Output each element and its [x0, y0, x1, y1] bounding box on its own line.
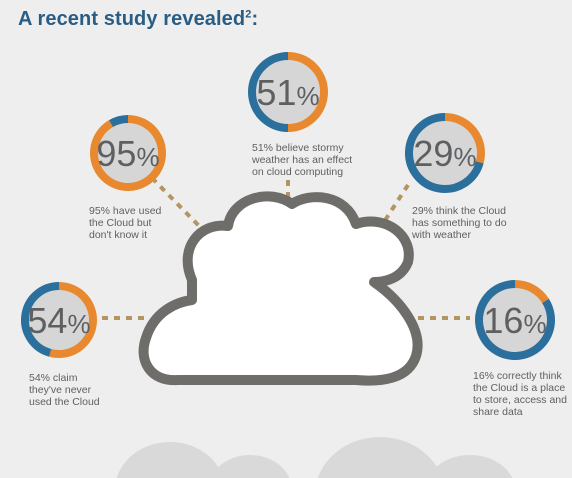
central-cloud [138, 191, 423, 386]
caption-line: with weather [412, 229, 471, 241]
caption-line: don't know it [89, 229, 148, 241]
caption-95: 95% have used the Cloud but don't know i… [89, 205, 161, 241]
stat-value-54: 54% [27, 300, 90, 341]
caption-line: 29% think the Cloud [412, 205, 506, 217]
caption-line: share data [473, 406, 523, 418]
caption-16: 16% correctly think the Cloud is a place… [473, 370, 567, 418]
stat-ring-orange [49, 282, 97, 358]
stat-circle-54: 54% [21, 282, 97, 358]
stat-ring-orange [444, 113, 485, 164]
caption-line: they've never [29, 384, 92, 396]
stat-ring-orange [287, 52, 328, 132]
stat-ring-blue [21, 282, 60, 357]
connector-29 [378, 183, 410, 230]
stat-value-51: 51% [256, 72, 319, 113]
page-title: A recent study revealed2: [18, 8, 258, 31]
stat-circle-fill [25, 286, 93, 354]
caption-line: the Cloud is a place [473, 382, 566, 394]
title-footnote-mark: 2 [245, 8, 252, 21]
stat-ring-blue [475, 280, 555, 360]
caption-line: has something to do [412, 217, 507, 229]
stat-circle-fill [479, 284, 551, 356]
caption-line: used the Cloud [29, 396, 100, 408]
caption-29: 29% think the Cloud has something to do … [412, 205, 507, 241]
caption-line: the Cloud but [89, 217, 152, 229]
caption-line: 54% claim [29, 372, 78, 384]
stat-ring-orange [90, 115, 166, 191]
caption-line: to store, access and [473, 394, 567, 406]
caption-line: 16% correctly think [473, 370, 562, 382]
stat-circle-16: 16% [475, 280, 555, 360]
background-clouds [116, 437, 513, 478]
title-colon: : [251, 8, 259, 30]
stat-circle-51: 51% [248, 52, 328, 132]
stat-value-95: 95% [96, 133, 159, 174]
caption-51: 51% believe stormy weather has an effect… [252, 142, 352, 178]
caption-line: 95% have used [89, 205, 162, 217]
stat-ring-blue [248, 52, 289, 132]
caption-line: 51% believe stormy [252, 142, 344, 154]
caption-54: 54% claim they've never used the Cloud [29, 372, 100, 408]
stat-circle-29: 29% [405, 113, 485, 193]
stat-ring-blue [109, 115, 129, 128]
stat-circle-95: 95% [90, 115, 166, 191]
stat-circle-fill [94, 119, 162, 187]
caption-line: on cloud computing [252, 166, 344, 178]
stat-circle-fill [252, 56, 324, 128]
title-text: A recent study revealed [18, 8, 246, 30]
stat-circles: 95% 51% 29% 54% 16% [21, 52, 555, 360]
connector-95 [150, 176, 207, 234]
stat-ring-orange [514, 280, 549, 304]
caption-line: weather has an effect [252, 154, 353, 166]
stat-value-29: 29% [413, 133, 476, 174]
stat-value-16: 16% [483, 300, 546, 341]
stat-ring-blue [405, 113, 484, 193]
stat-circle-fill [409, 117, 481, 189]
